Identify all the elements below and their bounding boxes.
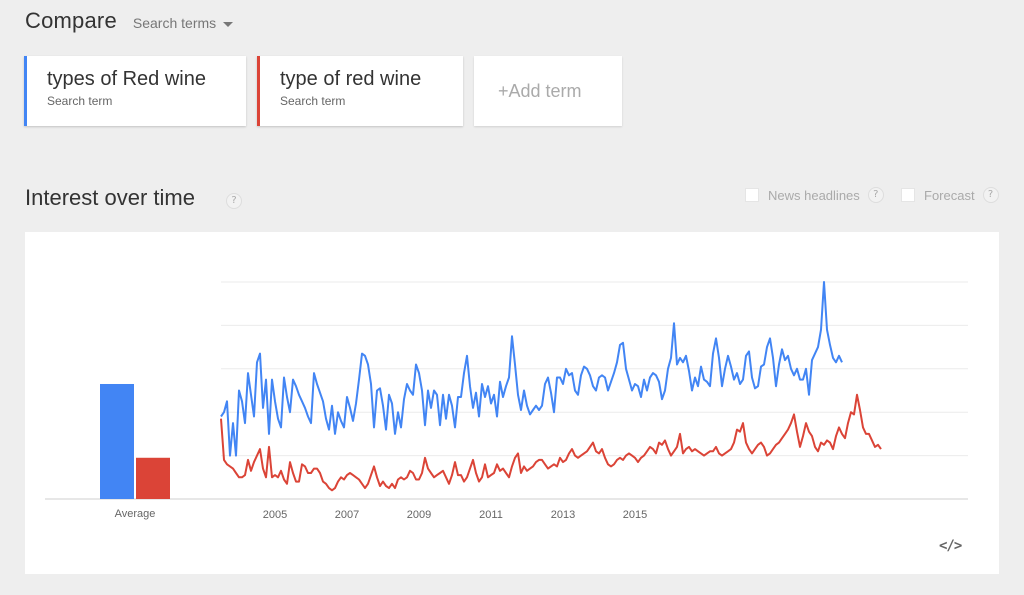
forecast-option: Forecast ? <box>901 187 999 203</box>
term-subtitle: Search term <box>47 94 113 108</box>
help-icon[interactable]: ? <box>867 187 884 203</box>
term-card-2[interactable]: type of red wine Search term <box>257 56 463 126</box>
term-color-bar <box>257 56 260 126</box>
x-tick-label: 2007 <box>335 509 359 521</box>
term-subtitle: Search term <box>280 94 346 108</box>
series-line <box>220 393 882 492</box>
average-bar <box>100 383 134 499</box>
x-tick-label: 2005 <box>263 509 287 521</box>
x-tick-label: 2011 <box>479 509 503 521</box>
series-line <box>220 281 843 457</box>
compare-header: Compare Search terms <box>25 8 234 34</box>
forecast-label: Forecast <box>924 187 975 203</box>
news-headlines-checkbox[interactable] <box>745 188 759 202</box>
forecast-checkbox[interactable] <box>901 188 915 202</box>
search-terms-dropdown[interactable]: Search terms <box>132 15 234 31</box>
caret-down-icon <box>223 21 234 27</box>
x-tick-label: 2015 <box>623 509 647 521</box>
news-headlines-label: News headlines <box>768 187 860 203</box>
embed-code-icon[interactable]: </> <box>939 538 962 554</box>
average-label: Average <box>115 508 156 520</box>
term-name: type of red wine <box>280 68 422 90</box>
help-icon[interactable]: ? <box>226 193 242 209</box>
average-bar <box>136 457 170 499</box>
news-headlines-option: News headlines ? <box>745 187 884 203</box>
help-icon[interactable]: ? <box>982 187 999 203</box>
term-card-1[interactable]: types of Red wine Search term <box>24 56 246 126</box>
x-tick-label: 2013 <box>551 509 575 521</box>
term-color-bar <box>24 56 27 126</box>
add-term-button[interactable]: +Add term <box>474 56 622 126</box>
interest-chart-card: Average 2005 2007 2009 2011 2013 2015 </> <box>25 232 999 574</box>
compare-title: Compare <box>25 8 117 33</box>
x-tick-label: 2009 <box>407 509 431 521</box>
section-title: Interest over time <box>25 185 195 210</box>
add-term-label: +Add term <box>498 81 582 101</box>
term-name: types of Red wine <box>47 68 206 90</box>
interest-over-time-chart: Average 2005 2007 2009 2011 2013 2015 <box>45 281 968 521</box>
search-terms-label: Search terms <box>132 15 217 31</box>
